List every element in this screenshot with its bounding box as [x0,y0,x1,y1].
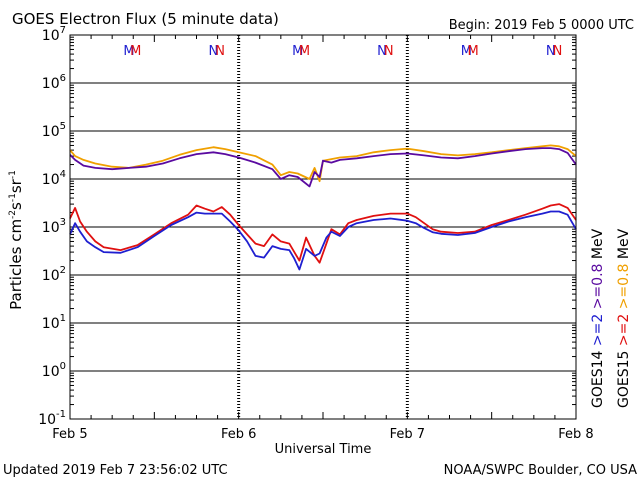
y-tick-label: 106 [42,73,66,92]
series-goes15-2-mev [69,203,577,264]
plot-frame [69,34,577,420]
y-tick-label: 103 [42,217,66,236]
marker-n-goes15: N [553,44,563,59]
series-goes14-2-mev [69,210,577,271]
series-goes14-0-8-mev [69,147,577,188]
marker-m-goes15: M [299,44,310,59]
y-tick-label: 101 [42,313,66,332]
chart-legend: GOES14 >=2 >=0.8 MeV GOES15 >=2 >=0.8 MeV [590,228,632,408]
legend-goes14: GOES14 >=2 >=0.8 MeV [590,228,606,408]
marker-m-goes14: M [461,44,472,59]
legend-goes15: GOES15 >=2 >=0.8 MeV [616,228,632,408]
marker-m-goes14: M [292,44,303,59]
marker-m-goes15: M [468,44,479,59]
y-tick-label: 105 [42,121,66,140]
x-tick-labels: Feb 5 Feb 6 Feb 7 Feb 8 [52,427,593,442]
y-tick-label: 102 [42,265,66,284]
y-axis-label: Particles cm-2s-1sr-1 [7,170,25,310]
marker-n-goes14: N [208,44,218,59]
y-tick-label: 104 [42,169,66,188]
marker-m-goes14: M [123,44,134,59]
credit: NOAA/SWPC Boulder, CO USA [444,463,637,478]
marker-n-goes15: N [215,44,225,59]
chart-series [69,144,577,271]
legend-text-goes14: GOES14 >=2 >=0.8 MeV [590,228,606,408]
legend-text-goes15: GOES15 >=2 >=0.8 MeV [616,228,632,408]
marker-n-goes14: N [546,44,556,59]
chart-title: GOES Electron Flux (5 minute data) [12,10,279,28]
x-tick-label: Feb 6 [221,427,256,442]
updated-time: Updated 2019 Feb 7 23:56:02 UTC [3,463,228,478]
marker-n-goes14: N [377,44,387,59]
x-tick-label: Feb 5 [52,427,87,442]
marker-m-goes15: M [130,44,141,59]
y-tick-label: 100 [42,361,66,380]
y-tick-labels: 107 106 105 104 103 102 101 100 10-1 [38,25,66,428]
x-axis-label: Universal Time [275,442,372,457]
marker-n-goes15: N [384,44,394,59]
x-tick-label: Feb 7 [390,427,425,442]
chart-markers: MM NN MM NN MM NN [123,44,562,59]
begin-time: Begin: 2019 Feb 5 0000 UTC [449,18,634,33]
y-tick-label: 10-1 [38,409,66,428]
y-tick-label: 107 [42,25,66,44]
x-tick-label: Feb 8 [558,427,593,442]
chart-grid [70,35,576,419]
svg-text:Particles cm-2s-1sr-1: Particles cm-2s-1sr-1 [7,170,25,310]
